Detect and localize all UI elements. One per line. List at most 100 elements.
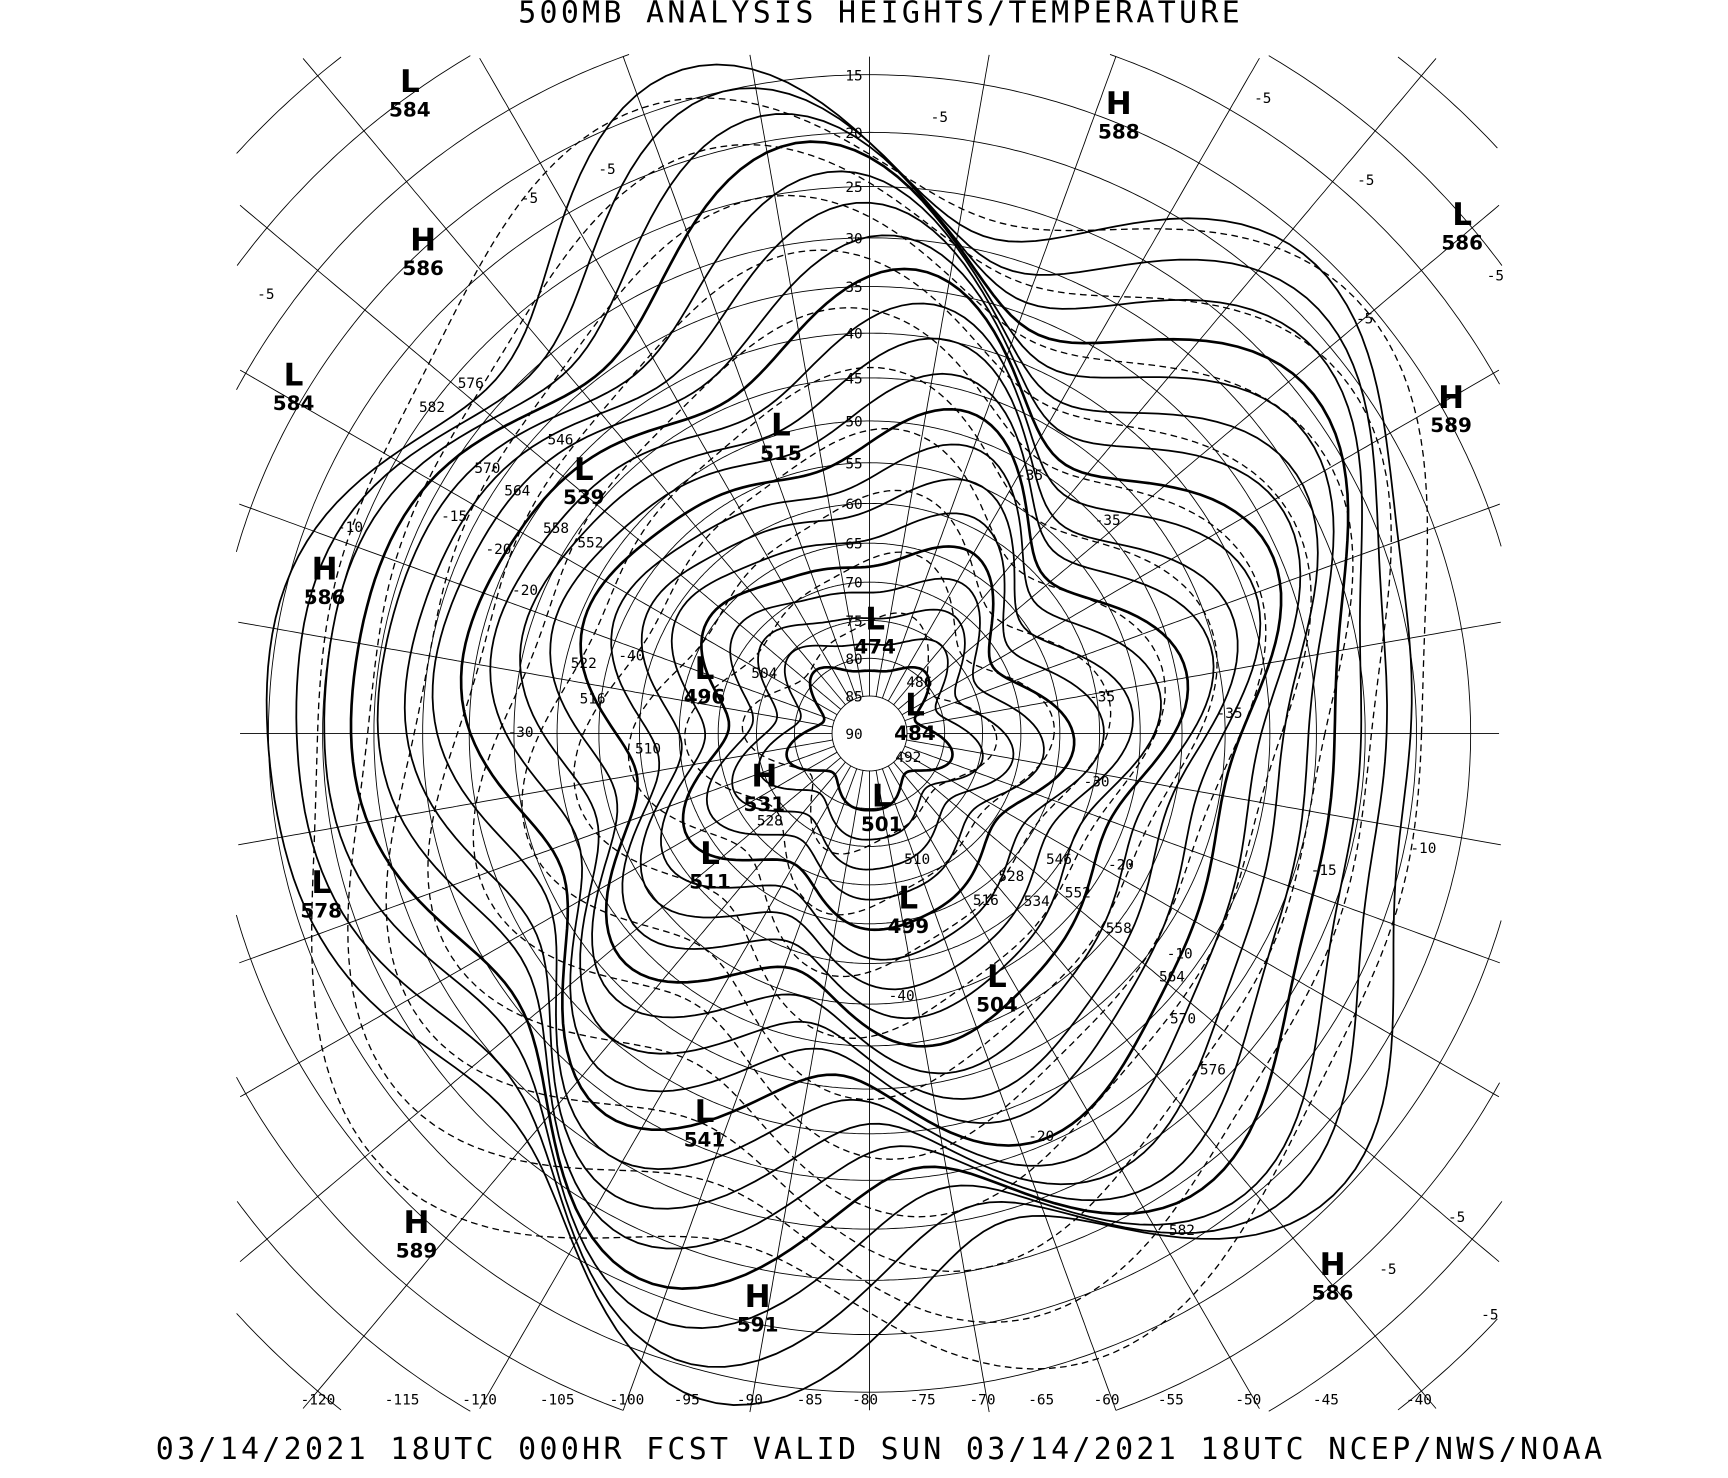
meridian-line (479, 57, 852, 702)
center-value: 586 (304, 586, 346, 609)
center-type: H (1106, 86, 1132, 122)
center-type: H (404, 1205, 430, 1241)
center-value: 496 (684, 686, 726, 709)
meridian-line (622, 768, 858, 1411)
meridian-line (875, 770, 990, 1413)
temperature-contour-label: -20 (1108, 858, 1134, 874)
longitude-label: -100 (610, 1393, 645, 1409)
meridian-line (239, 757, 842, 1263)
latitude-label: 75 (845, 614, 862, 630)
height-contour-label: 564 (504, 483, 530, 499)
longitude-label: -115 (385, 1393, 420, 1409)
longitude-label: -40 (1406, 1393, 1432, 1409)
meridian-line (239, 745, 835, 964)
temperature-contour (472, 306, 1267, 1160)
height-contour-label: 552 (577, 535, 603, 551)
latitude-label: 40 (845, 327, 862, 343)
temperature-contour-label: -15 (1311, 863, 1337, 879)
longitude-label: -60 (1094, 1393, 1120, 1409)
temperature-contour (385, 194, 1354, 1273)
longitude-label: -80 (852, 1393, 878, 1409)
temperature-contour (741, 612, 998, 855)
height-contour (731, 608, 1015, 871)
height-contour-label: 570 (1170, 1012, 1196, 1028)
temperature-contour-label: -20 (1028, 1129, 1054, 1145)
center-value: 584 (273, 392, 315, 415)
center-type: L (400, 64, 420, 100)
height-contour (519, 337, 1239, 1100)
center-value: 504 (976, 993, 1018, 1016)
center-value: 589 (1430, 414, 1472, 437)
center-type: L (695, 651, 715, 687)
latitude-label: 55 (845, 456, 862, 472)
center-value: 539 (563, 486, 605, 509)
center-type: H (1438, 380, 1464, 416)
latitude-label: 15 (845, 68, 862, 84)
meridian-line (887, 765, 1260, 1409)
height-contour-label: 546 (547, 432, 573, 448)
height-contour (785, 666, 954, 812)
temperature-contour-label: -5 (1481, 1307, 1498, 1323)
meridian-line (881, 768, 1117, 1411)
meridian-line (906, 621, 1501, 728)
temperature-contour-label: -35 (1017, 468, 1043, 484)
height-contour (403, 201, 1319, 1210)
latitude-label: 35 (845, 280, 862, 296)
longitude-label: -95 (674, 1393, 700, 1409)
height-contours (265, 63, 1413, 1406)
meridian-line (622, 56, 858, 699)
height-contour (660, 512, 1105, 961)
temperature-contours (311, 97, 1429, 1370)
temperature-contour-label: -30 (508, 725, 534, 741)
temperature-contour-label: -5 (1357, 173, 1374, 189)
height-contour (489, 302, 1262, 1124)
height-contour (349, 140, 1350, 1290)
center-value: 499 (888, 915, 930, 938)
height-contour-label: 486 (906, 675, 932, 691)
height-contour (376, 170, 1335, 1250)
meridian-line (238, 739, 833, 846)
temperature-contour-label: -30 (1084, 775, 1110, 791)
center-value: 586 (1312, 1281, 1354, 1304)
temperature-contour-label: -15 (441, 509, 467, 525)
meridian-line (302, 761, 846, 1409)
height-contour (265, 63, 1413, 1406)
meridian-line (239, 204, 842, 710)
temperature-contour-label: -40 (618, 648, 644, 664)
meridian-line (479, 765, 852, 1409)
height-contour (431, 234, 1302, 1171)
center-type: L (865, 601, 885, 637)
temperature-contour-label: -35 (1217, 706, 1243, 722)
height-contour (459, 267, 1283, 1147)
temperature-contour-label: -5 (1254, 91, 1271, 107)
height-contour-label: 558 (543, 521, 569, 537)
temperature-contour-label: -5 (521, 191, 538, 207)
temperature-contour-label: -40 (889, 988, 915, 1004)
meridian-line (906, 739, 1501, 846)
temperature-contour (573, 427, 1166, 1039)
center-value: 591 (737, 1314, 779, 1337)
height-contour-label: 492 (895, 750, 921, 766)
longitude-label: -110 (462, 1393, 497, 1409)
longitude-label: -50 (1235, 1393, 1261, 1409)
meridian-line (239, 369, 838, 716)
height-contour (323, 113, 1363, 1329)
height-contour (705, 577, 1045, 901)
center-value: 484 (894, 722, 936, 745)
center-type: L (284, 358, 304, 394)
center-type: L (574, 452, 594, 488)
meridian-line (893, 761, 1437, 1409)
height-contour-label: 546 (1046, 852, 1072, 868)
center-value: 474 (854, 636, 896, 659)
center-type: H (1320, 1247, 1346, 1283)
